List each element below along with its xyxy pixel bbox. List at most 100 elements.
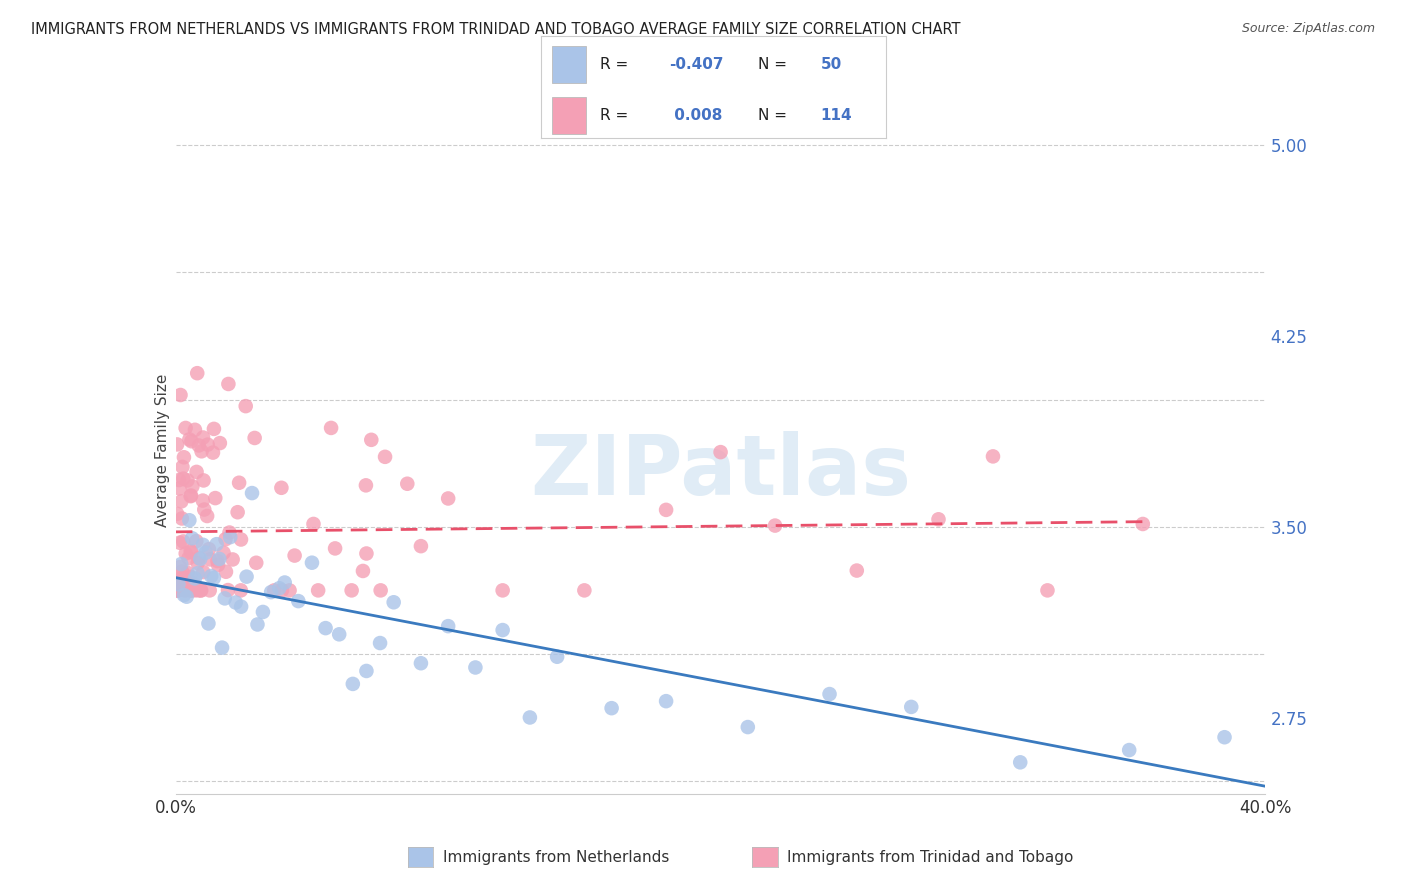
Text: 0.008: 0.008 (669, 108, 723, 123)
Point (207, 558, 229, 572)
Point (221, 552, 243, 566)
Point (172, 565, 194, 579)
Point (179, 433, 201, 447)
Point (169, 560, 191, 574)
Text: 50: 50 (820, 57, 842, 72)
Point (228, 475, 250, 490)
Point (302, 516, 325, 531)
Point (928, 512, 950, 526)
Point (187, 438, 209, 452)
Point (1118, 743, 1140, 757)
Point (179, 570, 201, 584)
Point (354, 478, 377, 492)
Point (180, 544, 202, 558)
Point (1010, 756, 1032, 770)
Text: Immigrants from Netherlands: Immigrants from Netherlands (443, 850, 669, 864)
Point (252, 605, 274, 619)
Point (437, 491, 460, 506)
Point (274, 575, 297, 590)
Point (655, 694, 678, 708)
Point (212, 546, 235, 560)
Point (328, 627, 350, 641)
Text: Immigrants from Trinidad and Tobago: Immigrants from Trinidad and Tobago (787, 850, 1074, 864)
Point (763, 518, 786, 533)
Point (900, 700, 922, 714)
Point (342, 677, 364, 691)
Point (172, 534, 194, 549)
Point (187, 550, 209, 565)
Point (198, 542, 221, 557)
Point (197, 616, 219, 631)
Point (183, 576, 205, 591)
Point (193, 565, 215, 579)
Point (1132, 516, 1154, 531)
Point (172, 472, 194, 486)
Point (195, 508, 218, 523)
Point (340, 583, 363, 598)
Point (225, 595, 247, 609)
Point (208, 552, 231, 566)
Point (179, 583, 201, 598)
Point (170, 511, 193, 525)
Point (167, 583, 190, 598)
Point (186, 534, 208, 549)
Point (319, 421, 342, 435)
Point (184, 572, 207, 586)
Point (173, 580, 195, 594)
Point (166, 583, 188, 598)
Text: R =: R = (600, 57, 633, 72)
Point (180, 489, 202, 503)
Point (181, 479, 204, 493)
Point (307, 583, 329, 598)
Point (737, 720, 759, 734)
Point (235, 569, 257, 583)
Point (180, 545, 202, 559)
Text: N =: N = (758, 57, 792, 72)
Point (374, 450, 396, 464)
Point (173, 588, 195, 602)
Point (180, 489, 202, 503)
Point (166, 577, 188, 591)
Point (231, 599, 253, 614)
Point (170, 571, 193, 585)
Point (315, 621, 337, 635)
Point (190, 583, 212, 598)
Point (211, 640, 233, 655)
Point (166, 573, 188, 587)
Point (172, 579, 194, 593)
Point (845, 564, 868, 578)
Point (172, 459, 194, 474)
Point (184, 583, 207, 598)
Y-axis label: Average Family Size: Average Family Size (155, 374, 170, 527)
Point (301, 556, 323, 570)
Point (184, 423, 207, 437)
Point (174, 583, 197, 598)
Point (382, 595, 405, 609)
Point (167, 473, 190, 487)
Point (219, 530, 242, 544)
Point (263, 583, 285, 598)
Point (217, 583, 239, 598)
Point (409, 539, 432, 553)
Point (464, 660, 486, 674)
Point (396, 476, 419, 491)
Point (1036, 583, 1059, 598)
Point (179, 513, 201, 527)
Point (235, 399, 257, 413)
Point (181, 531, 204, 545)
Point (198, 552, 221, 566)
Point (191, 538, 214, 552)
Point (260, 585, 283, 599)
Point (323, 541, 346, 556)
Point (186, 566, 209, 581)
Point (287, 594, 309, 608)
Point (710, 445, 733, 459)
Point (229, 533, 252, 547)
Point (981, 450, 1004, 464)
Point (176, 474, 198, 488)
Point (186, 366, 208, 380)
FancyBboxPatch shape (551, 46, 586, 83)
Point (214, 533, 236, 547)
Point (245, 556, 267, 570)
Point (271, 583, 294, 598)
